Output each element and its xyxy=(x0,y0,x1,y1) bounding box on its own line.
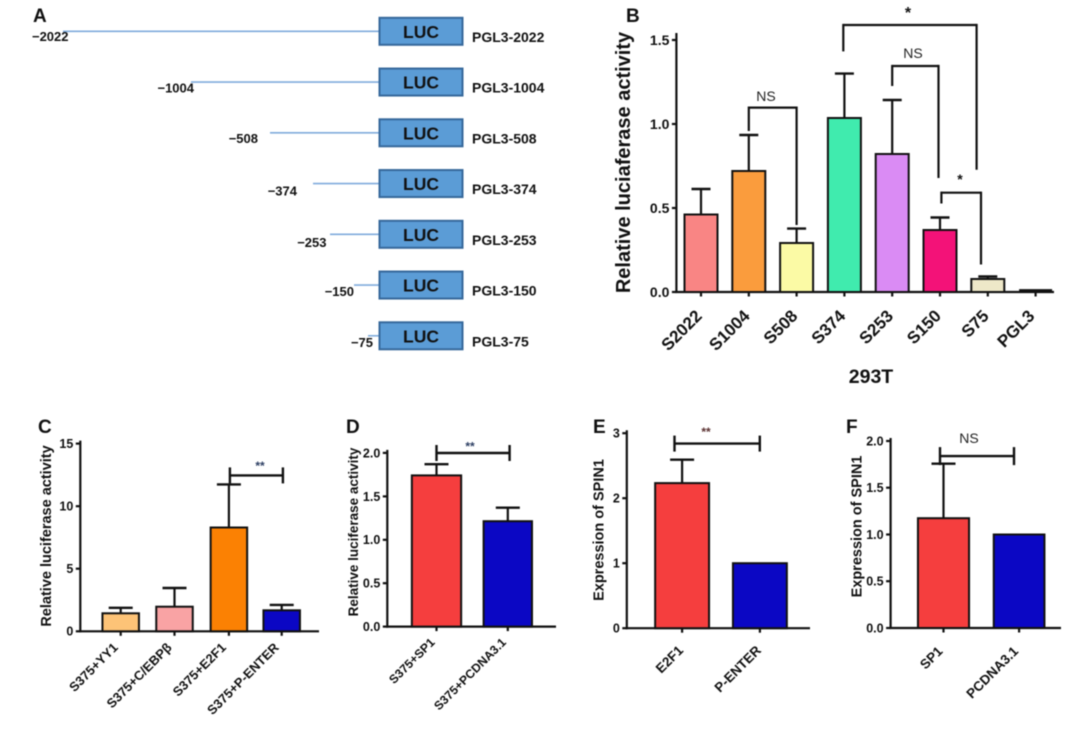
svg-text:NS: NS xyxy=(959,430,978,446)
svg-text:PGL3-508: PGL3-508 xyxy=(472,130,537,146)
svg-text:**: ** xyxy=(701,425,711,439)
svg-text:1.5: 1.5 xyxy=(363,490,380,504)
svg-text:PGL3-150: PGL3-150 xyxy=(472,283,537,299)
svg-text:293T: 293T xyxy=(849,366,894,388)
svg-text:−75: −75 xyxy=(351,335,373,350)
svg-text:0.0: 0.0 xyxy=(363,620,380,634)
svg-text:PGL3-2022: PGL3-2022 xyxy=(472,29,545,45)
svg-text:−508: −508 xyxy=(229,131,258,146)
svg-text:1.0: 1.0 xyxy=(650,116,670,132)
svg-text:0.0: 0.0 xyxy=(866,621,883,635)
svg-text:C: C xyxy=(38,417,52,438)
svg-text:*: * xyxy=(905,5,912,22)
svg-text:1: 1 xyxy=(613,557,620,571)
svg-text:D: D xyxy=(346,417,360,438)
svg-text:0.5: 0.5 xyxy=(363,577,380,591)
svg-text:NS: NS xyxy=(756,88,775,104)
svg-text:PGL3-374: PGL3-374 xyxy=(472,181,537,197)
svg-text:0: 0 xyxy=(613,622,620,636)
svg-text:LUC: LUC xyxy=(403,276,439,296)
svg-text:Relative luciferase activity: Relative luciferase activity xyxy=(346,447,361,616)
svg-text:3: 3 xyxy=(613,427,620,441)
svg-text:Relative luciferase activity: Relative luciferase activity xyxy=(39,445,55,626)
svg-text:PGL3-1004: PGL3-1004 xyxy=(472,80,545,96)
svg-text:2.0: 2.0 xyxy=(363,446,380,460)
svg-text:LUC: LUC xyxy=(403,22,439,42)
svg-text:5: 5 xyxy=(66,562,73,576)
svg-text:1.5: 1.5 xyxy=(866,481,883,495)
svg-text:1.5: 1.5 xyxy=(650,32,670,48)
svg-text:PGL3-253: PGL3-253 xyxy=(472,232,537,248)
svg-text:LUC: LUC xyxy=(403,225,439,245)
svg-text:LUC: LUC xyxy=(403,326,439,346)
svg-text:**: ** xyxy=(255,459,265,473)
svg-text:PGL3-75: PGL3-75 xyxy=(472,333,529,349)
svg-text:1.0: 1.0 xyxy=(866,528,883,542)
svg-text:F: F xyxy=(846,417,858,438)
svg-text:Relative luciaferase activity: Relative luciaferase activity xyxy=(613,31,635,293)
svg-text:−2022: −2022 xyxy=(32,29,69,44)
svg-text:*: * xyxy=(957,171,963,187)
svg-text:0.5: 0.5 xyxy=(866,575,883,589)
svg-text:0.5: 0.5 xyxy=(650,200,670,216)
svg-text:0.0: 0.0 xyxy=(650,284,670,300)
svg-text:2.0: 2.0 xyxy=(866,434,883,448)
svg-text:−253: −253 xyxy=(297,235,326,250)
svg-text:10: 10 xyxy=(59,500,73,514)
svg-text:LUC: LUC xyxy=(403,123,439,143)
svg-text:2: 2 xyxy=(613,492,620,506)
svg-text:LUC: LUC xyxy=(403,174,439,194)
svg-text:Expression of SPIN1: Expression of SPIN1 xyxy=(850,456,866,598)
svg-text:0: 0 xyxy=(66,625,73,639)
svg-text:LUC: LUC xyxy=(403,73,439,93)
svg-text:E: E xyxy=(593,417,606,438)
svg-text:−1004: −1004 xyxy=(157,81,194,96)
svg-text:15: 15 xyxy=(59,437,73,451)
svg-text:**: ** xyxy=(465,440,475,454)
svg-text:1.0: 1.0 xyxy=(363,533,380,547)
svg-text:−374: −374 xyxy=(268,184,298,199)
svg-text:B: B xyxy=(626,6,640,27)
svg-text:A: A xyxy=(33,6,47,27)
svg-text:−150: −150 xyxy=(325,284,354,299)
svg-text:NS: NS xyxy=(903,45,922,61)
svg-text:Expression of SPIN1: Expression of SPIN1 xyxy=(592,459,608,601)
